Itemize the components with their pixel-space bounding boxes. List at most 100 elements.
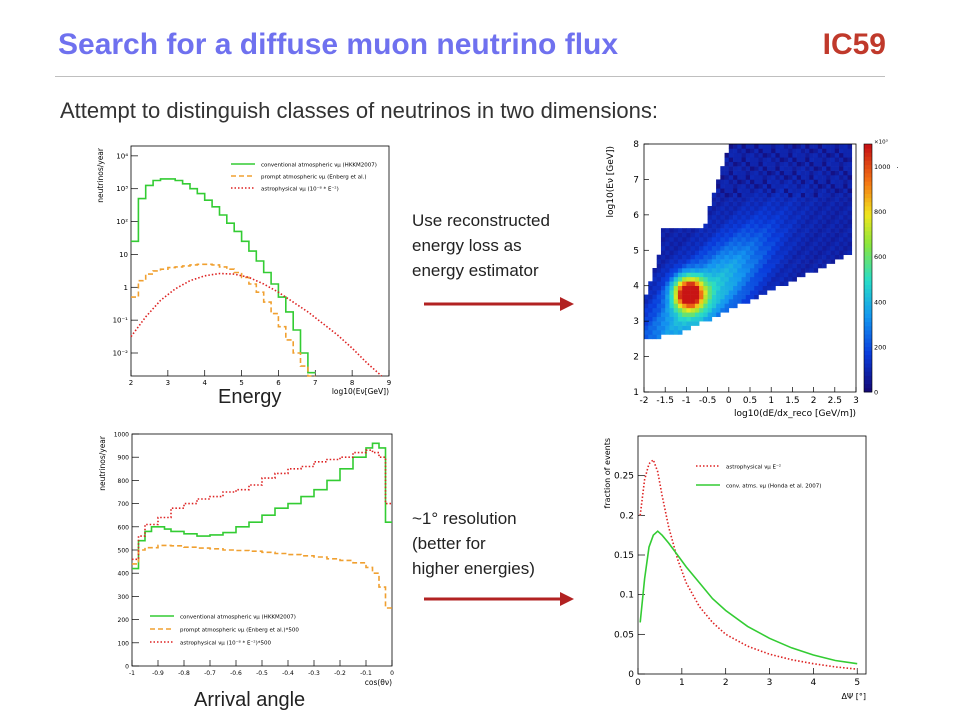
heatmap-cell [758, 285, 764, 291]
heatmap-cell [665, 316, 670, 322]
legend-entry: prompt atmospheric νμ (Enberg et al.)*50… [180, 628, 299, 634]
colorbar-segment [864, 210, 872, 215]
heatmap-cell [686, 232, 691, 238]
heatmap-cell [669, 250, 674, 256]
heatmap-cell [826, 157, 831, 163]
heatmap-cell [728, 157, 734, 163]
heatmap-cell [669, 276, 674, 282]
heatmap-cell [843, 179, 848, 185]
heatmap-cell [665, 254, 670, 260]
heatmap-cell [728, 228, 734, 233]
heatmap-cell [716, 290, 721, 295]
heatmap-cell [843, 157, 848, 163]
heatmap-cell [733, 232, 738, 238]
heatmap-cell [690, 299, 696, 304]
x-tick-label: 1 [768, 396, 774, 406]
heatmap-cell [817, 219, 823, 225]
x-tick-label: 6 [276, 379, 281, 387]
heatmap-cell [758, 272, 764, 278]
heatmap-cell [843, 161, 848, 167]
heatmap-cell [711, 307, 717, 313]
heatmap-cell [724, 166, 730, 171]
heatmap-cell [682, 237, 687, 242]
heatmap-cell [817, 245, 823, 251]
heatmap-cell [669, 294, 674, 300]
heatmap-cell [822, 166, 827, 171]
heatmap-cell [648, 334, 653, 340]
heatmap-cell [775, 206, 780, 211]
heatmap-cell [694, 281, 700, 287]
heatmap-cell [720, 237, 725, 242]
energy-caption: Energy [218, 386, 282, 408]
heatmap-cell [660, 268, 666, 273]
heatmap-cell [813, 183, 819, 189]
heatmap-cell [686, 316, 691, 322]
heatmap-cell [733, 259, 738, 264]
heatmap-cell [724, 245, 730, 251]
heatmap-cell [660, 281, 666, 287]
heatmap-cell [665, 290, 670, 295]
heatmap-cell [762, 276, 768, 282]
y-tick-label: 600 [118, 524, 130, 531]
heatmap-cell [822, 197, 827, 202]
heatmap-cell [758, 241, 764, 247]
heatmap-cell [711, 245, 717, 251]
heatmap-cell [733, 210, 738, 216]
heatmap-cell [762, 144, 768, 149]
heatmap-cell [660, 254, 666, 260]
heatmap-cell [677, 325, 683, 331]
heatmap-cell [724, 241, 730, 247]
heatmap-cell [839, 144, 844, 149]
heatmap-cell [699, 316, 704, 322]
heatmap-cell [682, 250, 687, 256]
heatmap-cell [847, 250, 853, 256]
heatmap-cell [809, 148, 814, 154]
heatmap-cell [720, 192, 725, 198]
heatmap-cell [817, 228, 823, 233]
heatmap-cell [669, 321, 674, 326]
heatmap-cell [834, 210, 840, 216]
heatmap-cell [720, 197, 725, 202]
heatmap-cell [716, 241, 721, 247]
colorbar-segment [864, 371, 872, 376]
heatmap-cell [822, 175, 827, 180]
heatmap-cell [737, 294, 742, 300]
heatmap-cell [788, 272, 793, 278]
heatmap-cell [690, 312, 696, 318]
heatmap-cell [720, 241, 725, 247]
heatmap-cell [822, 170, 827, 176]
heatmap-cell [728, 148, 734, 154]
heatmap-cell [745, 201, 751, 207]
heatmap-cell [648, 290, 653, 295]
x-axis-label: cos(θν) [365, 678, 392, 687]
heatmap-cell [682, 321, 687, 326]
heatmap-cell [843, 188, 848, 194]
colorbar-segment [864, 251, 872, 256]
heatmap-cell [809, 175, 814, 180]
x-tick-label: 4 [202, 379, 207, 387]
heatmap-cell [694, 316, 700, 322]
heatmap-cell [796, 166, 802, 171]
heatmap-cell [703, 316, 708, 322]
heatmap-cell [805, 179, 810, 185]
colorbar-tick-label: 0 [874, 389, 878, 397]
colorbar-segment [864, 379, 872, 385]
heatmap-cell [813, 210, 819, 216]
heatmap-cell [665, 232, 670, 238]
heatmap-cell [817, 175, 823, 180]
heatmap-cell [783, 148, 789, 154]
heatmap-cell [783, 179, 789, 185]
heatmap-cell [686, 325, 691, 331]
heatmap-cell [792, 166, 797, 171]
heatmap-cell [673, 285, 679, 291]
heatmap-cell [839, 201, 844, 207]
heatmap-cell [673, 290, 679, 295]
heatmap-cell [792, 241, 797, 247]
heatmap-cell [766, 228, 772, 233]
heatmap-cell [660, 259, 666, 264]
heatmap-cell [656, 334, 662, 340]
heatmap-cell [775, 175, 780, 180]
heatmap-cell [707, 219, 713, 225]
colorbar-segment [864, 296, 872, 302]
colorbar-segment [864, 313, 872, 318]
